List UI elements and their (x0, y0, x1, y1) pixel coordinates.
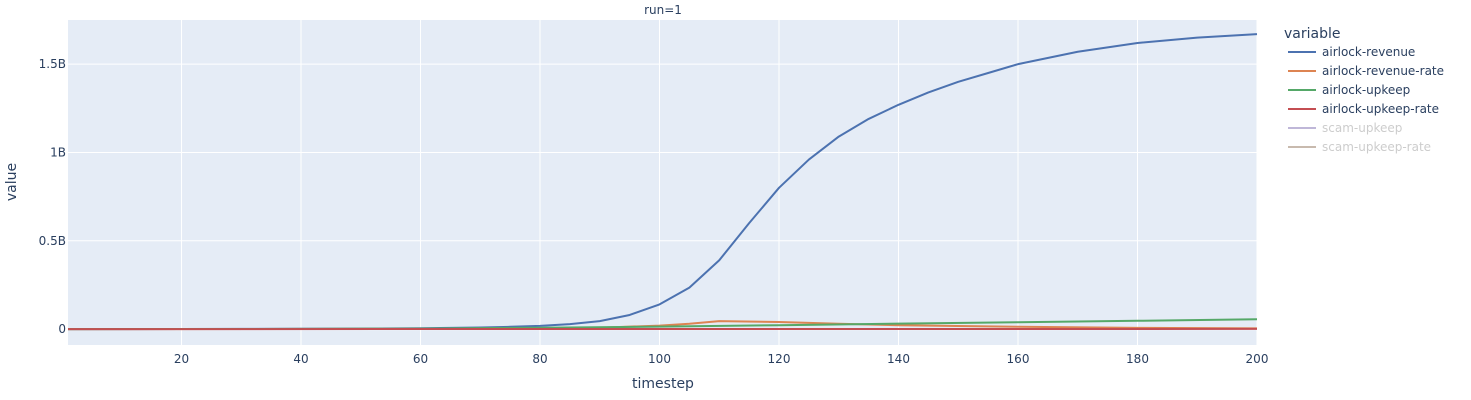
x-tick-label: 60 (413, 352, 428, 366)
legend-item-scam-upkeep[interactable]: scam-upkeep (1288, 121, 1402, 135)
y-axis-ticks: 0 0.5B 1B 1.5B (39, 57, 66, 336)
x-tick-label: 200 (1246, 352, 1269, 366)
legend-title: variable (1284, 26, 1340, 42)
y-tick-label: 0 (58, 322, 66, 336)
y-axis-title: value (4, 163, 20, 201)
legend-item-airlock-upkeep[interactable]: airlock-upkeep (1288, 83, 1410, 97)
x-axis-title: timestep (632, 376, 694, 392)
x-tick-label: 40 (293, 352, 308, 366)
plot-area[interactable] (68, 20, 1257, 345)
legend-item-airlock-upkeep-rate[interactable]: airlock-upkeep-rate (1288, 102, 1439, 116)
legend-label: scam-upkeep-rate (1322, 140, 1431, 154)
legend-item-airlock-revenue-rate[interactable]: airlock-revenue-rate (1288, 64, 1444, 78)
x-tick-label: 180 (1126, 352, 1149, 366)
legend-item-airlock-revenue[interactable]: airlock-revenue (1288, 45, 1415, 59)
x-tick-label: 120 (768, 352, 791, 366)
x-axis-ticks: 20 40 60 80 100 120 140 160 180 200 (174, 352, 1269, 366)
legend-label: airlock-revenue (1322, 45, 1415, 59)
y-tick-label: 1.5B (39, 57, 66, 71)
legend-item-scam-upkeep-rate[interactable]: scam-upkeep-rate (1288, 140, 1431, 154)
x-tick-label: 160 (1007, 352, 1030, 366)
x-tick-label: 80 (532, 352, 547, 366)
x-tick-label: 20 (174, 352, 189, 366)
legend-label: scam-upkeep (1322, 121, 1402, 135)
y-tick-label: 1B (50, 145, 66, 159)
legend-label: airlock-revenue-rate (1322, 64, 1444, 78)
y-tick-label: 0.5B (39, 234, 66, 248)
series-lines (67, 33, 1258, 331)
legend-label: airlock-upkeep (1322, 83, 1410, 97)
legend-label: airlock-upkeep-rate (1322, 102, 1439, 116)
x-tick-label: 140 (887, 352, 910, 366)
x-tick-label: 100 (648, 352, 671, 366)
facet-title: run=1 (644, 3, 682, 17)
legend: variable airlock-revenue airlock-revenue-… (1284, 26, 1444, 154)
